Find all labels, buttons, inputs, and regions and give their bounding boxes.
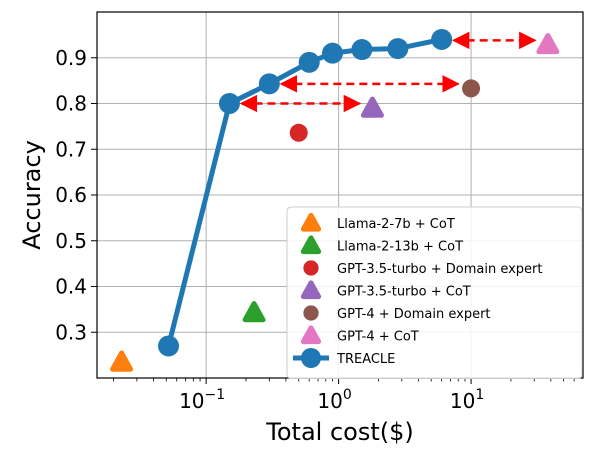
treacle-point (431, 28, 453, 50)
data-point (289, 123, 308, 142)
data-point (110, 350, 134, 372)
legend-label: GPT-3.5-turbo + Domain expert (337, 262, 543, 277)
treacle-point (218, 93, 240, 114)
data-point (242, 301, 266, 323)
y-tick-label: 0.4 (55, 275, 87, 299)
treacle-point (258, 73, 280, 95)
x-tick-label: 100 (317, 387, 351, 413)
x-axis-label: Total cost($) (265, 418, 413, 446)
legend-marker (300, 212, 322, 232)
legend-label: GPT-3.5-turbo + CoT (337, 285, 471, 300)
data-series (110, 28, 560, 372)
legend-marker (300, 235, 322, 255)
y-tick-label: 0.6 (55, 183, 87, 207)
treacle-point (322, 42, 344, 64)
data-point (536, 32, 560, 55)
x-tick-label: 101 (450, 387, 484, 413)
legend-marker (301, 348, 321, 368)
legend-label: GPT-4 + CoT (337, 330, 419, 345)
treacle-point (298, 51, 320, 73)
data-point (360, 96, 384, 118)
legend-marker (303, 305, 319, 321)
y-tick-label: 0.9 (55, 46, 87, 70)
data-point (462, 79, 481, 98)
y-tick-label: 0.8 (55, 92, 87, 116)
legend-label: Llama-2-13b + CoT (337, 240, 463, 255)
legend: Llama-2-7b + CoT Llama-2-13b + CoT GPT-3.5… (286, 206, 583, 379)
treacle-point (387, 38, 409, 60)
x-tick-label: 10−1 (179, 387, 225, 413)
y-axis-ticks: 0.3 0.4 0.5 0.6 0.7 0.8 0.9 (55, 46, 97, 344)
legend-label: Llama-2-7b + CoT (337, 217, 455, 232)
y-tick-label: 0.7 (55, 137, 87, 161)
legend-marker (300, 325, 322, 345)
legend-marker (303, 260, 319, 276)
legend-label: GPT-4 + Domain expert (337, 307, 491, 322)
treacle-point (351, 39, 373, 61)
legend-marker (300, 280, 322, 300)
y-tick-label: 0.3 (55, 320, 87, 344)
legend-label: TREACLE (336, 352, 395, 367)
legend-box (286, 206, 583, 379)
treacle-point (158, 335, 180, 357)
y-axis-label: Accuracy (18, 140, 46, 250)
x-axis-ticks: 10−1 100 101 (113, 378, 575, 413)
cost-arrows (239, 31, 537, 113)
y-tick-label: 0.5 (55, 229, 87, 253)
